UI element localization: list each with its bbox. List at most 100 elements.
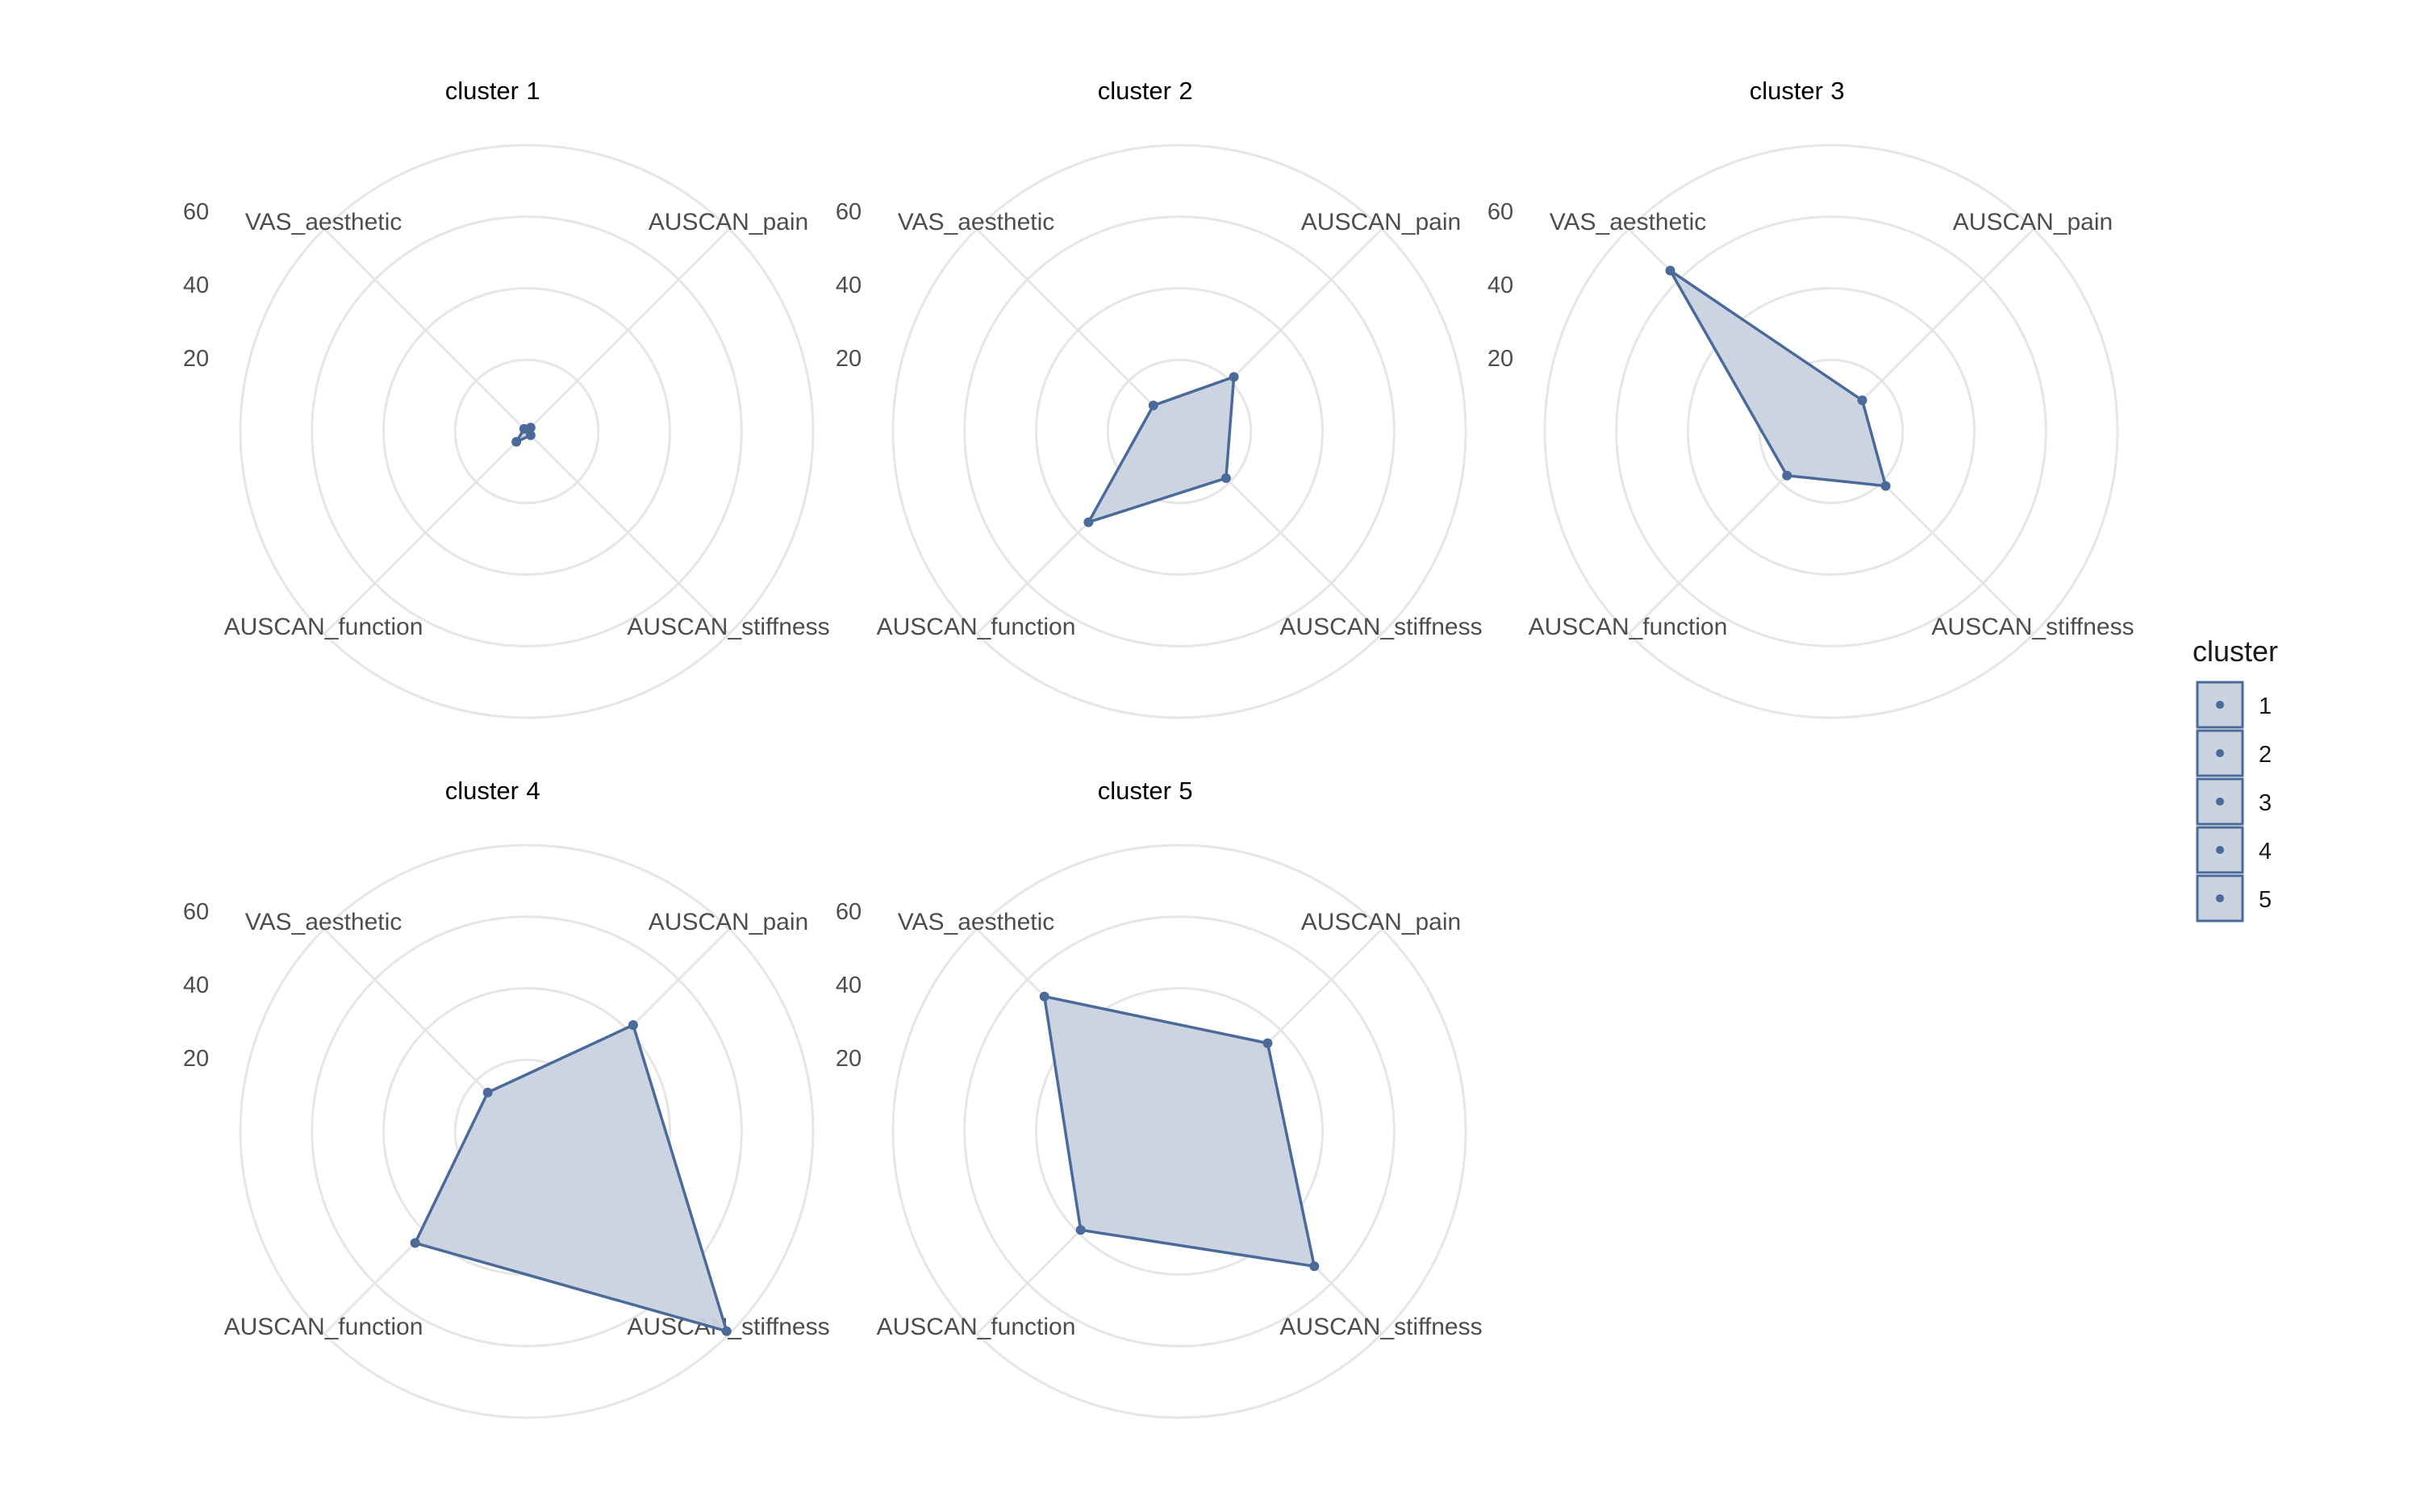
axis-label-auscan_pain: AUSCAN_pain [1953,209,2113,235]
data-point-auscan_function [410,1238,420,1248]
radial-tick-60: 60 [836,199,862,225]
data-point-auscan_stiffness [525,430,536,440]
legend-key-point [2216,894,2224,902]
data-point-vas_aesthetic [1039,991,1049,1002]
axis-label-auscan_stiffness: AUSCAN_stiffness [627,614,829,640]
legend-item-1: 1 [2196,681,2272,729]
radial-tick-20: 20 [1487,346,1513,372]
facet-cluster-1: cluster 1 AUSCAN_pain AUSCAN_stiffness AUSCA… [183,77,830,719]
grid-ring-2 [1035,287,1324,576]
facet-title-value: 3 [1830,77,1844,105]
grid-ring-2 [382,287,671,576]
grid-ring-2 [1035,987,1324,1276]
axis-label-vas_aesthetic: VAS_aesthetic [898,209,1055,235]
grid-ring-4 [891,144,1467,719]
grid-spoke-vas_aesthetic [975,227,1181,433]
radial-tick-60: 60 [1487,199,1513,225]
radial-tick-60: 60 [836,899,862,925]
facet-cluster-3: cluster 3 AUSCAN_pain AUSCAN_stiffness AUSCA… [1487,77,2134,719]
axis-label-vas_aesthetic: VAS_aesthetic [245,209,403,235]
facet-cluster-5: cluster 5 AUSCAN_pain AUSCAN_stiffness AUSCA… [836,777,1483,1419]
legend-label: 4 [2259,839,2272,864]
radial-tick-60: 60 [183,199,209,225]
axis-label-vas_aesthetic: VAS_aesthetic [245,909,403,935]
facet-title-value: 4 [526,777,540,805]
axis-label-auscan_function: AUSCAN_function [224,614,424,640]
series-polygon-cluster-4 [413,1023,728,1333]
grid-spoke-vas_aesthetic [323,227,528,433]
axis-label-auscan_stiffness: AUSCAN_stiffness [1931,614,2134,640]
facet-title-label: cluster [445,777,519,805]
data-point-vas_aesthetic [1148,400,1158,410]
data-point-auscan_function [1083,517,1094,527]
legend-key-point [2216,798,2224,806]
axis-label-auscan_function: AUSCAN_function [877,1314,1076,1340]
legend-label: 1 [2259,694,2272,719]
grid-ring-4 [891,843,1467,1419]
data-point-vas_aesthetic [519,423,529,434]
facet-title-label: cluster [1098,77,1171,105]
axis-label-vas_aesthetic: VAS_aesthetic [898,909,1055,935]
legend: cluster 1 2 3 4 5 [2193,635,2278,923]
grid-ring-3 [311,915,743,1347]
radial-tick-20: 20 [183,346,209,372]
facet-cluster-4: cluster4AUSCAN_painAUSCAN_stiffnessAUSCA… [183,777,830,1419]
grid-ring-2 [1687,287,1976,576]
data-point-auscan_pain [1262,1038,1273,1048]
grid-ring-1 [453,358,600,505]
facet-title-label: cluster [1750,77,1823,105]
axis-label-auscan_stiffness: AUSCAN_stiffness [1279,1314,1482,1340]
data-point-auscan_pain [1229,372,1239,382]
grid-spoke-auscan_function [323,430,528,635]
grid-ring-3 [1615,215,2047,648]
data-point-auscan_function [1075,1225,1086,1235]
radial-tick-60: 60 [183,899,209,925]
legend-label: 3 [2259,790,2272,816]
data-point-auscan_stiffness [1880,481,1891,491]
grid-ring-1 [1758,358,1905,505]
axis-label-auscan_pain: AUSCAN_pain [1301,209,1461,235]
axis-label-auscan_function: AUSCAN_function [877,614,1076,640]
facet-title-value: 2 [1179,77,1192,105]
legend-key-point [2216,846,2224,854]
radial-tick-40: 40 [183,973,209,998]
data-point-auscan_function [1782,470,1792,481]
facet-cluster-2: cluster 2 AUSCAN_pain AUSCAN_stiffness AUSCA… [836,77,1483,719]
legend-item-2: 2 [2196,729,2272,777]
legend-item-3: 3 [2196,777,2272,826]
radial-tick-40: 40 [836,973,862,998]
radial-tick-40: 40 [183,273,209,298]
legend-item-4: 4 [2196,826,2272,874]
data-point-auscan_pain [628,1020,638,1031]
grid-ring-4 [239,843,815,1419]
grid-ring-4 [1543,144,2119,719]
axis-label-auscan_stiffness: AUSCAN_stiffness [1279,614,1482,640]
grid-ring-4 [239,144,815,719]
facet-title-value: 1 [526,77,540,105]
axis-label-auscan_pain: AUSCAN_pain [649,209,808,235]
legend-key-point [2216,749,2224,757]
axis-label-auscan_function: AUSCAN_function [1529,614,1728,640]
data-point-auscan_stiffness [1220,473,1231,483]
grid-spoke-auscan_pain [525,227,731,433]
legend-key-point [2216,701,2224,709]
legend-label: 5 [2259,887,2272,913]
grid-ring-3 [311,215,743,648]
data-point-auscan_pain [1857,395,1867,406]
data-point-auscan_function [511,436,522,447]
facet-title-value: 5 [1179,777,1192,805]
radial-tick-20: 20 [836,1046,862,1072]
legend-label: 2 [2259,742,2272,768]
facet-title-label: cluster [1098,777,1171,805]
radial-tick-40: 40 [1487,273,1513,298]
grid-ring-3 [963,215,1396,648]
grid-ring-3 [963,915,1396,1347]
radial-tick-40: 40 [836,273,862,298]
grid-spoke-auscan_stiffness [525,430,731,635]
data-point-auscan_stiffness [1309,1261,1320,1272]
data-point-vas_aesthetic [1665,265,1675,276]
axis-label-vas_aesthetic: VAS_aesthetic [1550,209,1707,235]
axis-label-auscan_pain: AUSCAN_pain [1301,909,1461,935]
radial-tick-20: 20 [836,346,862,372]
